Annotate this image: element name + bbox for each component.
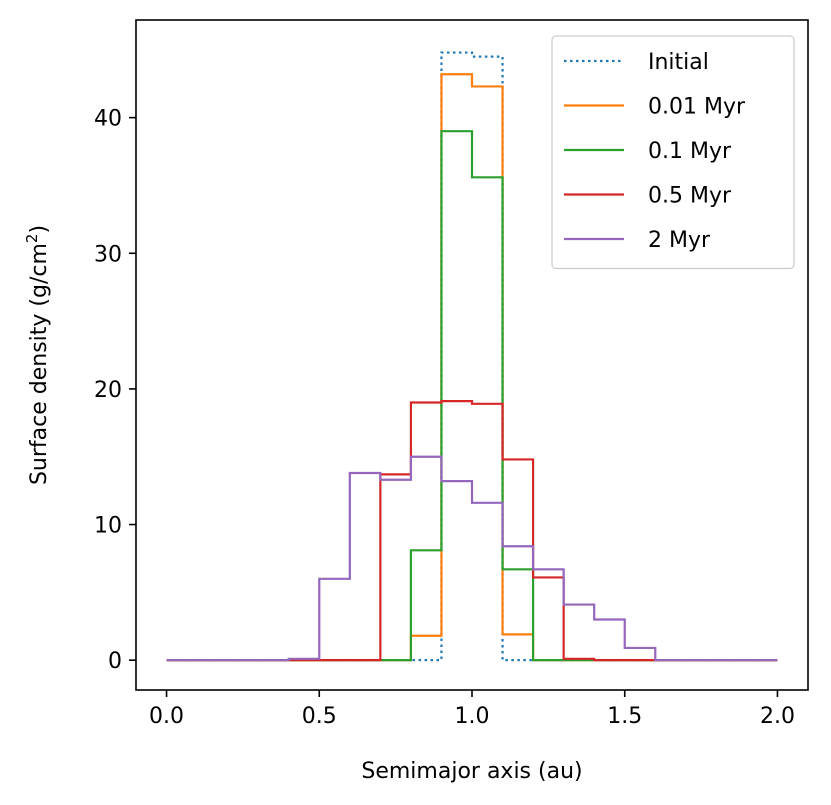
x-tick-label: 0.0	[149, 704, 184, 729]
x-tick-label: 1.0	[455, 704, 490, 729]
legend-box	[551, 35, 795, 270]
legend-label: Initial	[648, 50, 709, 75]
x-axis: 0.0 0.5 1.0 1.5 2.0	[149, 690, 795, 729]
y-axis-label-superscript: 2	[23, 234, 41, 244]
legend-label: 0.01 Myr	[648, 95, 746, 120]
x-tick-label: 1.5	[607, 704, 642, 729]
y-tick-label: 30	[94, 242, 122, 267]
y-tick-label: 20	[94, 378, 122, 403]
y-axis-label-main: Surface density (g/cm	[27, 243, 52, 485]
series-line-2-myr	[166, 455, 778, 662]
plot-area	[166, 51, 778, 662]
y-tick-label: 10	[94, 514, 122, 539]
y-axis-label: Surface density (g/cm2)	[23, 225, 52, 485]
x-tick-label: 0.5	[302, 704, 337, 729]
y-axis-label-close: )	[27, 225, 52, 234]
legend-label: 0.5 Myr	[648, 184, 732, 209]
y-axis: 0 10 20 30 40	[94, 107, 136, 674]
y-tick-label: 0	[108, 649, 122, 674]
y-tick-label: 40	[94, 107, 122, 132]
x-tick-label: 2.0	[760, 704, 795, 729]
legend: Initial 0.01 Myr 0.1 Myr 0.5 Myr 2 Myr	[551, 35, 795, 270]
series-line-0-5-myr	[166, 400, 778, 662]
legend-label: 2 Myr	[648, 228, 711, 253]
legend-label: 0.1 Myr	[648, 139, 732, 164]
x-axis-label: Semimajor axis (au)	[361, 759, 582, 784]
